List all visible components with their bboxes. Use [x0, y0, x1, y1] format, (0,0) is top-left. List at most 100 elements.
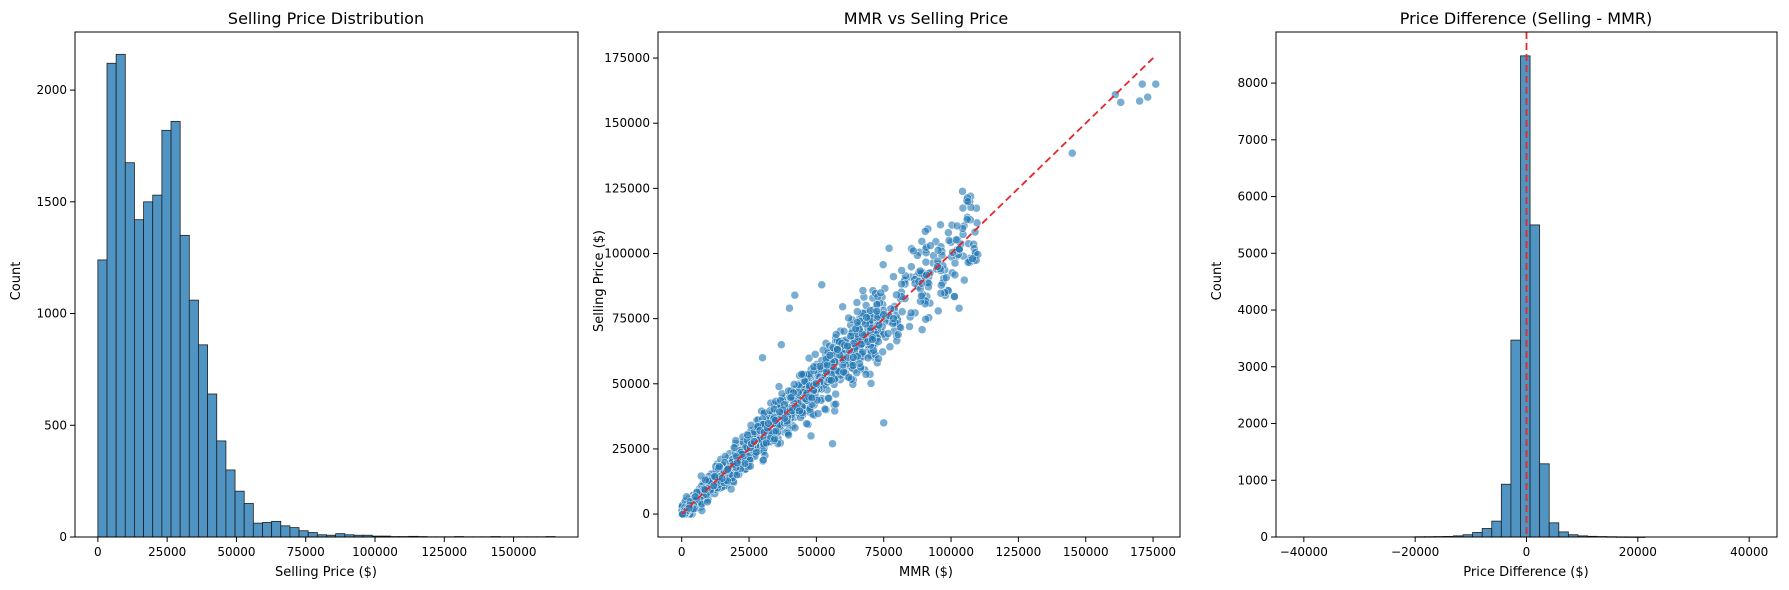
scatter-point [922, 270, 931, 280]
y-tick-label: 8000 [1237, 76, 1268, 90]
histogram-bar [1529, 224, 1541, 538]
scatter-point [863, 353, 873, 363]
scatter-point [752, 447, 761, 457]
scatter-point [1068, 148, 1077, 158]
y-axis-label: Count [1210, 262, 1225, 301]
scatter-point [807, 393, 817, 403]
scatter-point [749, 437, 759, 446]
axes-frame [657, 31, 1181, 538]
histogram-bar [1491, 520, 1502, 538]
scatter-point [775, 407, 784, 417]
x-tick-label: 25000 [148, 545, 186, 559]
y-tick-label: 2000 [36, 83, 67, 97]
x-tick-label: 175000 [1130, 545, 1176, 559]
scatter-point [897, 307, 907, 317]
scatter-point [784, 430, 793, 440]
scatter-point [828, 439, 837, 448]
scatter-point [915, 266, 925, 276]
scatter-point [889, 272, 898, 281]
scatter-point [905, 322, 914, 331]
y-tick-label: 0 [1260, 530, 1268, 544]
histogram-bar [1520, 55, 1531, 538]
scatter-point [944, 236, 954, 245]
scatter-point [950, 270, 960, 280]
scatter-point [909, 246, 918, 256]
x-tick-label: 25000 [730, 545, 768, 559]
scatter-point [848, 361, 858, 370]
y-tick-label: 1000 [36, 307, 67, 321]
scatter-point [785, 303, 794, 313]
y-tick-label: 25000 [612, 442, 650, 456]
scatter-point [906, 308, 916, 318]
scatter-point [833, 345, 842, 354]
x-tick-label: −40000 [1280, 545, 1328, 559]
x-tick-label: 50000 [217, 545, 255, 559]
histogram-bar [134, 219, 144, 538]
scatter-point [770, 434, 779, 444]
scatter-point [878, 260, 888, 269]
scatter-point [844, 372, 854, 382]
scatter-point [889, 314, 898, 323]
histogram-bar [1548, 522, 1560, 538]
scatter-point [944, 228, 953, 237]
histogram-bar [198, 344, 209, 538]
x-tick-label: 0 [1523, 545, 1531, 559]
y-tick-label: 150000 [604, 116, 650, 130]
histogram-bar [1510, 339, 1521, 538]
scatter-point [958, 187, 967, 196]
scatter-mmr-vs-selling: MMR vs Selling Price MMR ($) Selling Pri… [592, 9, 1181, 580]
scatter-point [703, 497, 712, 507]
scatter-point [729, 443, 739, 452]
scatter-point [897, 266, 906, 275]
scatter-point [885, 342, 895, 352]
scatter-point [731, 436, 741, 445]
scatter-point [839, 327, 849, 336]
histogram-bar [307, 532, 318, 538]
scatter-point [795, 406, 804, 416]
scatter-point [815, 362, 825, 371]
scatter-point [942, 273, 951, 282]
histogram-bar [152, 194, 163, 538]
scatter-point [852, 318, 862, 327]
scatter-point [963, 197, 973, 206]
x-tick-label: 150000 [1063, 545, 1109, 559]
scatter-point [951, 235, 961, 245]
histogram-bar [188, 299, 199, 538]
scatter-point [892, 290, 901, 300]
histogram-bar [225, 469, 236, 538]
scatter-point [811, 350, 820, 359]
y-tick-label: 2000 [1237, 417, 1268, 431]
histogram-price-difference: Price Difference (Selling - MMR) Price D… [1210, 9, 1778, 580]
histogram-bar [97, 259, 108, 538]
scatter-point [960, 275, 969, 285]
scatter-point [831, 399, 841, 409]
scatter-point [878, 347, 887, 357]
y-tick-label: 6000 [1237, 190, 1268, 204]
scatter-point [950, 292, 959, 301]
scatter-point [1135, 96, 1144, 106]
histogram-bar [1472, 532, 1483, 538]
scatter-point [700, 485, 710, 495]
scatter-point [950, 258, 960, 268]
scatter-point [921, 257, 931, 267]
histogram-selling-price: Selling Price Distribution Selling Price… [9, 9, 579, 580]
y-tick-label: 50000 [612, 377, 650, 391]
histogram-bar [262, 522, 273, 538]
scatter-point [786, 393, 796, 402]
scatter-point [790, 423, 800, 433]
scatter-point [858, 286, 868, 295]
scatter-point [827, 376, 836, 385]
y-tick-label: 4000 [1237, 303, 1268, 317]
scatter-point [852, 298, 862, 307]
scatter-point [802, 419, 811, 428]
y-tick-label: 75000 [612, 312, 650, 326]
scatter-point [954, 303, 964, 313]
scatter-point [874, 354, 883, 364]
scatter-point [817, 280, 827, 290]
scatter-point [876, 288, 885, 298]
scatter-point [907, 262, 916, 271]
scatter-point [1143, 92, 1152, 102]
scatter-point [831, 389, 840, 399]
scatter-point [806, 431, 816, 441]
